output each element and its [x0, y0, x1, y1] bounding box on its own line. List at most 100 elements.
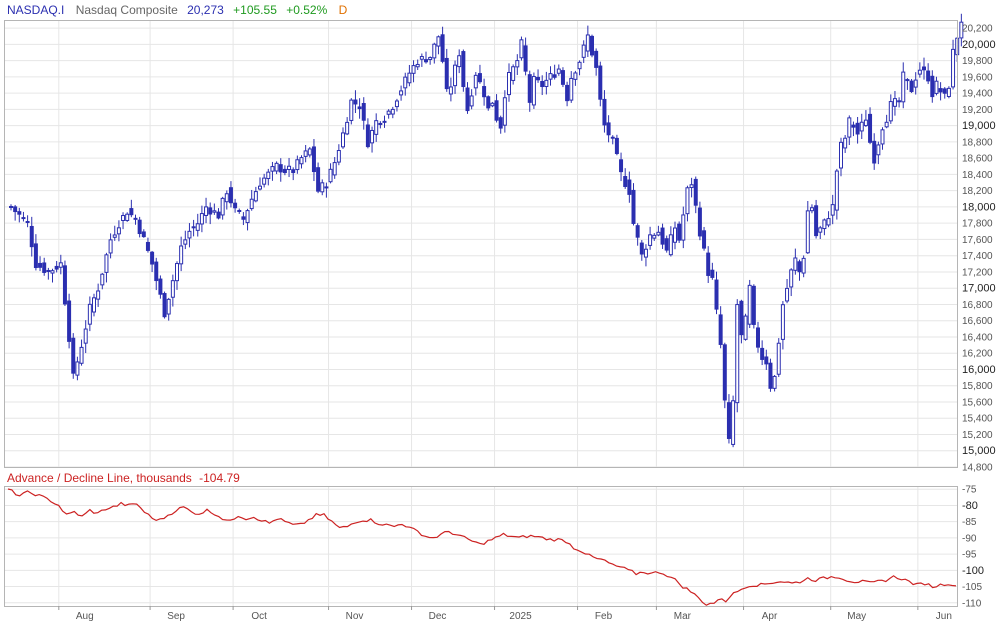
candle-up[interactable] [585, 34, 590, 52]
candle-down[interactable] [477, 73, 482, 83]
candle-up[interactable] [270, 166, 275, 172]
candle-up[interactable] [822, 219, 827, 230]
candle-up[interactable] [83, 328, 88, 344]
candle-down[interactable] [9, 205, 13, 208]
candle-down[interactable] [141, 231, 146, 238]
candle-down[interactable] [540, 80, 545, 88]
candle-down[interactable] [233, 202, 238, 209]
candle-up[interactable] [170, 280, 175, 298]
candle-up[interactable] [324, 186, 329, 189]
candle-down[interactable] [602, 98, 607, 126]
candle-down[interactable] [855, 122, 860, 135]
candle-down[interactable] [814, 205, 819, 237]
candle-up[interactable] [195, 223, 200, 231]
candle-up[interactable] [166, 298, 171, 315]
candle-down[interactable] [46, 269, 51, 272]
candle-up[interactable] [531, 76, 536, 106]
candle-down[interactable] [13, 206, 18, 213]
candle-up[interactable] [834, 170, 839, 211]
candle-down[interactable] [926, 70, 931, 82]
candle-up[interactable] [341, 132, 345, 148]
candle-down[interactable] [614, 137, 619, 155]
candle-down[interactable] [922, 66, 926, 71]
candle-down[interactable] [378, 122, 383, 125]
candle-up[interactable] [183, 239, 188, 245]
candle-down[interactable] [291, 169, 296, 174]
candle-up[interactable] [519, 39, 524, 59]
candle-down[interactable] [764, 356, 769, 365]
candle-up[interactable] [610, 136, 615, 139]
candle-up[interactable] [830, 204, 835, 216]
candle-up[interactable] [336, 150, 341, 163]
candle-up[interactable] [266, 171, 271, 180]
candle-down[interactable] [606, 122, 611, 136]
candle-up[interactable] [685, 187, 690, 215]
candle-up[interactable] [548, 73, 553, 80]
candle-down[interactable] [677, 223, 682, 241]
candle-down[interactable] [67, 300, 72, 342]
candle-down[interactable] [38, 262, 43, 268]
candle-down[interactable] [137, 219, 142, 235]
candle-down[interactable] [760, 347, 765, 360]
candle-up[interactable] [805, 210, 810, 254]
candle-down[interactable] [357, 106, 362, 110]
candle-down[interactable] [241, 216, 246, 220]
candle-down[interactable] [552, 74, 557, 78]
candle-up[interactable] [100, 273, 105, 286]
candle-down[interactable] [797, 261, 802, 273]
candle-down[interactable] [208, 207, 213, 215]
candle-down[interactable] [162, 293, 167, 318]
candle-up[interactable] [905, 79, 910, 82]
candle-down[interactable] [751, 285, 756, 325]
candle-up[interactable] [577, 61, 582, 70]
candle-up[interactable] [262, 177, 267, 185]
candle-down[interactable] [461, 51, 466, 88]
candle-down[interactable] [311, 146, 316, 173]
candle-up[interactable] [892, 98, 897, 107]
candle-down[interactable] [154, 261, 159, 282]
candle-up[interactable] [884, 121, 889, 128]
candle-up[interactable] [859, 121, 864, 132]
candle-up[interactable] [75, 361, 80, 376]
candle-up[interactable] [735, 304, 740, 404]
candle-down[interactable] [29, 225, 34, 248]
candle-up[interactable] [415, 63, 420, 68]
candle-down[interactable] [768, 362, 773, 389]
candle-up[interactable] [826, 218, 831, 226]
candle-down[interactable] [158, 278, 163, 295]
candle-up[interactable] [108, 239, 113, 254]
candle-down[interactable] [216, 211, 221, 219]
candle-down[interactable] [486, 96, 491, 109]
candle-up[interactable] [668, 234, 673, 256]
candle-up[interactable] [913, 79, 918, 88]
candle-up[interactable] [880, 129, 885, 145]
candle-up[interactable] [847, 117, 852, 138]
candle-down[interactable] [851, 124, 856, 128]
candle-down[interactable] [619, 159, 624, 173]
candle-up[interactable] [469, 95, 474, 107]
candle-down[interactable] [639, 242, 644, 255]
candle-down[interactable] [938, 88, 943, 93]
candle-down[interactable] [565, 84, 570, 102]
candle-up[interactable] [809, 207, 814, 212]
candle-down[interactable] [54, 265, 59, 270]
candle-down[interactable] [560, 70, 565, 85]
candle-up[interactable] [946, 87, 951, 97]
candle-up[interactable] [220, 197, 225, 216]
candle-up[interactable] [345, 121, 350, 135]
candle-up[interactable] [25, 221, 30, 224]
candle-down[interactable] [382, 120, 387, 123]
candle-up[interactable] [673, 227, 677, 243]
candle-down[interactable] [930, 75, 935, 98]
candle-up[interactable] [419, 56, 424, 60]
candle-up[interactable] [116, 227, 121, 235]
candle-down[interactable] [942, 88, 947, 94]
candle-up[interactable] [199, 213, 204, 225]
candle-down[interactable] [590, 35, 594, 56]
candle-down[interactable] [598, 65, 603, 100]
candle-up[interactable] [386, 110, 391, 115]
candle-up[interactable] [643, 248, 648, 258]
candle-down[interactable] [444, 57, 449, 90]
candle-up[interactable] [573, 72, 578, 80]
candle-down[interactable] [909, 80, 914, 93]
